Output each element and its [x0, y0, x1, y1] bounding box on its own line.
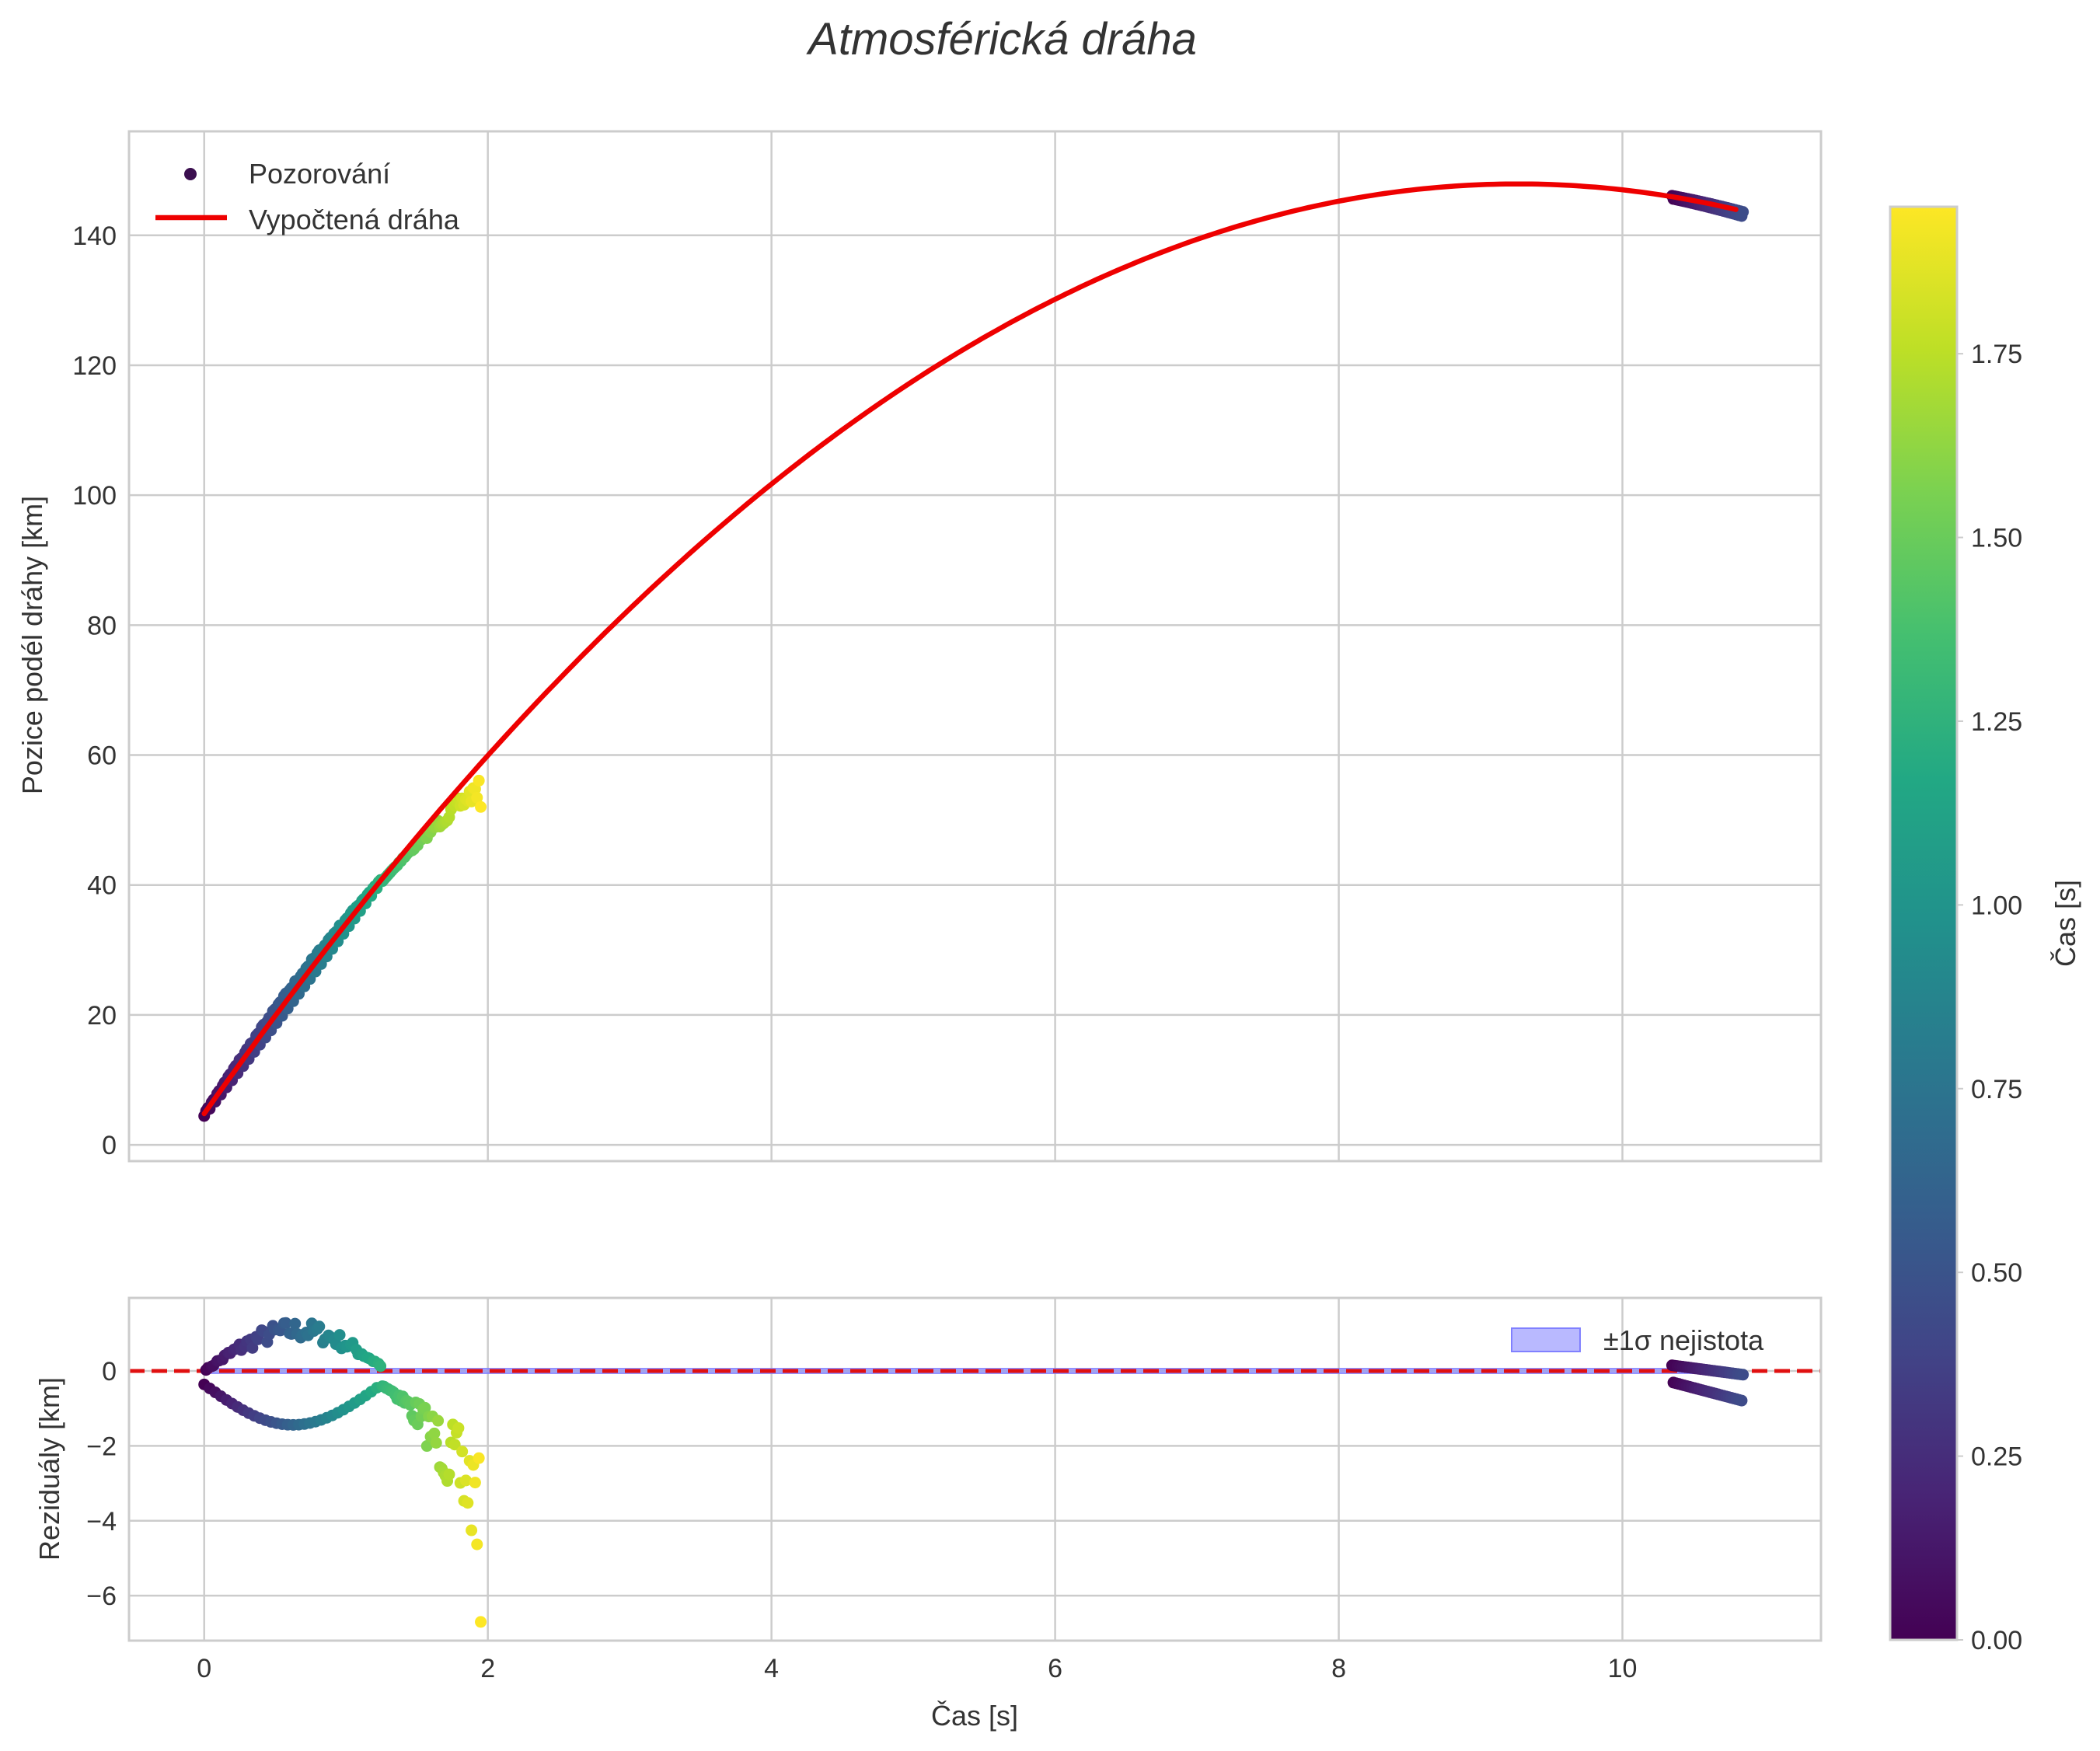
- residual-point: [462, 1497, 474, 1509]
- residual-point: [469, 1477, 481, 1489]
- legend-band-swatch: [1511, 1327, 1581, 1352]
- colorbar-tick-label: 1.75: [1971, 340, 2022, 369]
- residual-point: [289, 1317, 302, 1330]
- x-tick-label: 8: [1331, 1654, 1346, 1683]
- x-tick-label: 4: [764, 1654, 779, 1683]
- residual-point: [443, 1468, 455, 1481]
- residual-point: [473, 1452, 485, 1464]
- figure-title: Atmosférická dráha: [806, 14, 1197, 65]
- residual-point: [333, 1329, 346, 1341]
- colorbar-tick-label: 0.00: [1971, 1626, 2022, 1655]
- legend-fit-line-label: Vypočtená dráha: [249, 204, 460, 235]
- residual-point: [459, 1474, 472, 1487]
- residual-plot-area: [129, 1298, 1821, 1641]
- residual-point: [375, 1360, 387, 1373]
- colorbar-ticks: 0.00 0.25 0.50 0.75 1.00 1.25 1.50 1.75: [1957, 340, 2022, 1655]
- main-y-tick-label: 0: [102, 1131, 117, 1160]
- colorbar-label: Čas [s]: [2049, 880, 2081, 967]
- legend-observations-label: Pozorování: [249, 158, 390, 190]
- main-y-tick-label: 100: [72, 481, 117, 511]
- x-tick-label: 0: [197, 1654, 211, 1683]
- residual-point: [456, 1446, 469, 1458]
- observation-point: [1737, 206, 1749, 218]
- observation-point: [471, 791, 483, 804]
- x-tick-label: 6: [1048, 1654, 1062, 1683]
- observation-point: [473, 774, 485, 787]
- residual-frame: [127, 1296, 1823, 1642]
- main-grid: [129, 131, 1821, 1161]
- main-y-axis-label: Pozice podél dráhy [km]: [16, 496, 48, 794]
- main-plot-area: [129, 131, 1821, 1161]
- colorbar-tick-label: 0.25: [1971, 1442, 2022, 1472]
- residual-point: [466, 1524, 478, 1536]
- residual-point: [428, 1427, 441, 1439]
- residual-point: [280, 1317, 292, 1329]
- residual-point: [246, 1341, 259, 1354]
- residual-y-tick-label: −6: [86, 1582, 117, 1611]
- residual-y-tick-label: 0: [102, 1357, 117, 1386]
- fit-line: [201, 181, 1739, 1117]
- residual-y-tick-label: −4: [86, 1507, 117, 1536]
- main-y-ticks: 0 20 40 60 80 100 120 140: [72, 221, 117, 1160]
- residual-points: [198, 1317, 1749, 1628]
- residual-point: [313, 1320, 326, 1333]
- residual-point: [452, 1421, 465, 1434]
- residual-chart: −6 −4 −2 0 0 2 4 6 8 10 Reziduály [km] Čas [s] ±…: [33, 1296, 1823, 1732]
- main-y-tick-label: 60: [87, 741, 117, 771]
- colorbar-tick-label: 1.25: [1971, 707, 2022, 737]
- residual-point: [1735, 1394, 1748, 1407]
- residual-point: [475, 1616, 487, 1628]
- main-y-tick-label: 80: [87, 611, 117, 640]
- main-y-tick-label: 120: [72, 351, 117, 381]
- residual-x-ticks: 0 2 4 6 8 10: [197, 1654, 1637, 1683]
- residual-point: [430, 1436, 442, 1449]
- colorbar-gradient: [1889, 205, 1959, 1641]
- residual-legend: ±1σ nejistota: [1511, 1324, 1764, 1356]
- residual-y-tick-label: −2: [86, 1432, 117, 1461]
- x-axis-label: Čas [s]: [931, 1700, 1018, 1732]
- colorbar-tick-label: 1.00: [1971, 891, 2022, 920]
- main-y-tick-label: 140: [72, 221, 117, 251]
- colorbar: 0.00 0.25 0.50 0.75 1.00 1.25 1.50 1.75 Čas [s]: [1889, 205, 2081, 1655]
- colorbar-tick-label: 0.50: [1971, 1258, 2022, 1288]
- residual-y-axis-label: Reziduály [km]: [33, 1377, 65, 1561]
- legend-observations-marker: [184, 168, 197, 180]
- main-frame: [127, 130, 1823, 1163]
- residual-point: [1737, 1369, 1749, 1381]
- main-y-tick-label: 20: [87, 1001, 117, 1031]
- residual-point: [420, 1440, 433, 1453]
- residual-point: [471, 1538, 483, 1550]
- residual-point: [448, 1439, 461, 1451]
- residual-y-ticks: −6 −4 −2 0: [86, 1357, 117, 1611]
- residual-point: [432, 1414, 445, 1427]
- main-legend: Pozorování Vypočtená dráha: [155, 158, 460, 235]
- colorbar-tick-label: 0.75: [1971, 1075, 2022, 1104]
- x-tick-label: 10: [1608, 1654, 1638, 1683]
- main-y-tick-label: 40: [87, 871, 117, 901]
- observation-point: [475, 801, 487, 813]
- x-tick-label: 2: [480, 1654, 495, 1683]
- main-chart: 0 20 40 60 80 100 120 140 Pozice podél dráhy [k…: [16, 130, 1823, 1163]
- legend-band-label: ±1σ nejistota: [1603, 1324, 1764, 1356]
- colorbar-tick-label: 1.50: [1971, 524, 2022, 553]
